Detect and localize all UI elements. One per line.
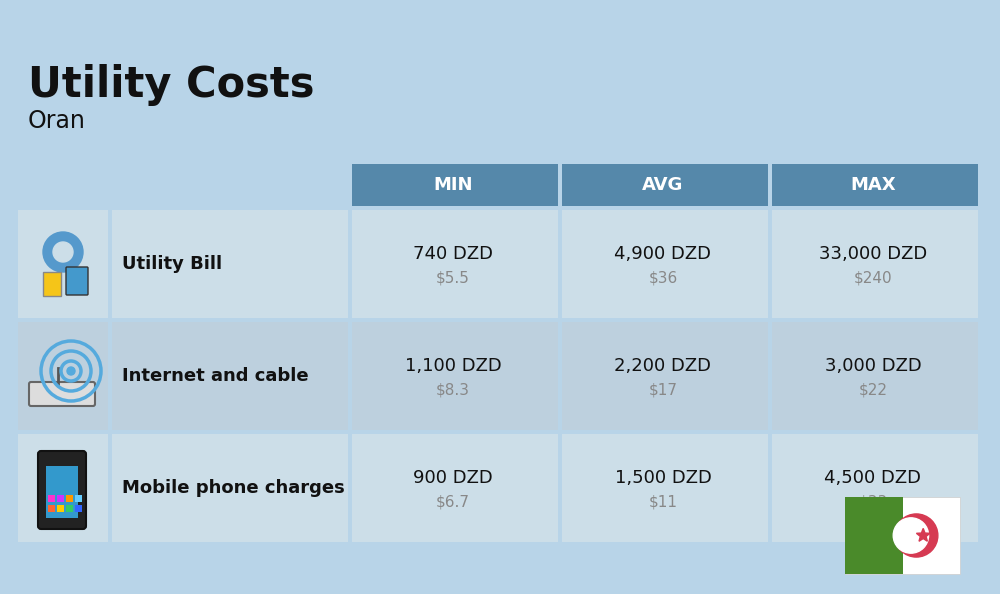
Bar [75, 495, 82, 502]
Bar [43, 272, 61, 296]
Bar [75, 505, 82, 512]
Text: $36: $36 [648, 270, 678, 286]
Text: $11: $11 [648, 494, 678, 510]
Text: Utility Costs: Utility Costs [28, 64, 314, 106]
Bar [562, 210, 768, 318]
Text: Mobile phone charges: Mobile phone charges [122, 479, 345, 497]
Text: 33,000 DZD: 33,000 DZD [819, 245, 927, 263]
Bar [66, 495, 73, 502]
Bar [48, 505, 55, 512]
Bar [562, 164, 768, 206]
Text: 4,900 DZD: 4,900 DZD [614, 245, 712, 263]
Bar [112, 210, 348, 318]
Text: 900 DZD: 900 DZD [413, 469, 493, 487]
Bar [562, 434, 768, 542]
Text: 1,100 DZD: 1,100 DZD [405, 357, 501, 375]
Text: $17: $17 [648, 383, 678, 397]
Circle shape [895, 514, 938, 557]
Bar [57, 505, 64, 512]
Text: 1,500 DZD: 1,500 DZD [615, 469, 711, 487]
Text: $5.5: $5.5 [436, 270, 470, 286]
Bar [112, 322, 348, 430]
FancyBboxPatch shape [29, 382, 95, 406]
Bar [352, 164, 558, 206]
Bar [18, 322, 108, 430]
FancyBboxPatch shape [38, 451, 86, 529]
Bar [772, 322, 978, 430]
Text: $22: $22 [858, 383, 888, 397]
Bar [352, 434, 558, 542]
Text: Oran: Oran [28, 109, 86, 133]
Text: 3,000 DZD: 3,000 DZD [825, 357, 921, 375]
Text: 2,200 DZD: 2,200 DZD [614, 357, 712, 375]
Text: Utility Bill: Utility Bill [122, 255, 222, 273]
Bar [18, 164, 348, 206]
Text: $33: $33 [858, 494, 888, 510]
Text: MAX: MAX [850, 176, 896, 194]
Bar [352, 210, 558, 318]
Bar [57, 495, 64, 502]
Text: Internet and cable: Internet and cable [122, 367, 309, 385]
Text: MIN: MIN [433, 176, 473, 194]
Bar [66, 505, 73, 512]
Bar [18, 210, 108, 318]
Text: 740 DZD: 740 DZD [413, 245, 493, 263]
Text: $240: $240 [854, 270, 892, 286]
Bar [352, 322, 558, 430]
Bar [18, 434, 108, 542]
Text: $6.7: $6.7 [436, 494, 470, 510]
Bar [772, 210, 978, 318]
FancyBboxPatch shape [66, 267, 88, 295]
Circle shape [893, 518, 929, 553]
Bar [48, 495, 55, 502]
Circle shape [53, 242, 73, 262]
Bar [562, 322, 768, 430]
Bar [772, 434, 978, 542]
Text: $8.3: $8.3 [436, 383, 470, 397]
Circle shape [67, 367, 75, 375]
Bar [772, 164, 978, 206]
Text: 4,500 DZD: 4,500 DZD [824, 469, 922, 487]
Bar [112, 434, 348, 542]
Circle shape [43, 232, 83, 272]
Bar [845, 497, 902, 574]
Bar [46, 466, 78, 518]
Polygon shape [916, 529, 930, 541]
Text: AVG: AVG [642, 176, 684, 194]
Bar [845, 497, 960, 574]
